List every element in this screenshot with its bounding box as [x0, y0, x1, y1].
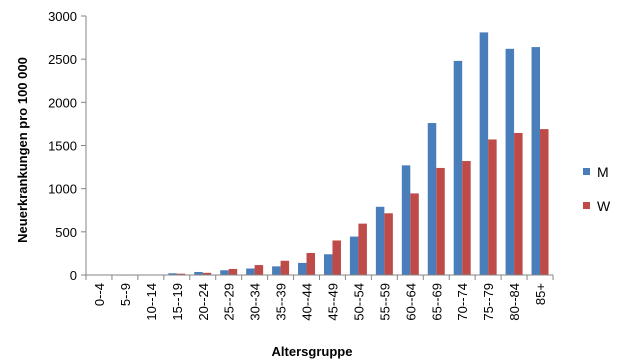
x-tick-label: 45--49 — [325, 283, 340, 321]
bar-w — [540, 129, 549, 275]
x-tick-label: 65--69 — [429, 283, 444, 321]
x-tick-label: 5--9 — [118, 283, 133, 306]
y-tick-label: 0 — [70, 268, 77, 283]
y-tick-label: 1500 — [48, 139, 77, 154]
bar-w — [514, 132, 523, 275]
y-tick-label: 3000 — [48, 9, 77, 24]
legend: MW — [583, 164, 611, 214]
bar-w — [462, 161, 471, 275]
legend-swatch-m — [583, 168, 590, 175]
bar-w — [228, 268, 238, 275]
x-axis-ticks: 0--4 5--9 10--14 15--19 20--24 25--29 30--34 35… — [85, 275, 554, 321]
x-tick-label: 70--74 — [455, 283, 470, 321]
x-tick-label: 40--44 — [300, 283, 315, 321]
bar-w — [332, 240, 341, 275]
y-tick-label: 2500 — [48, 52, 77, 67]
bar-m — [220, 270, 229, 275]
x-tick-label: 35--39 — [274, 283, 289, 321]
bar-w — [306, 252, 316, 275]
x-tick-label: 55--59 — [377, 283, 392, 321]
y-tick-label: 500 — [55, 225, 77, 240]
bar-m — [349, 236, 359, 275]
x-tick-label: 0--4 — [92, 283, 107, 306]
legend-label-w: W — [597, 198, 611, 214]
y-axis-ticks: 0 500 1000 1500 2000 2500 3000 — [48, 9, 86, 283]
legend-label-m: M — [597, 164, 609, 180]
bar-m — [168, 273, 177, 275]
x-tick-label: 75--79 — [481, 283, 496, 321]
bar-m — [401, 165, 411, 275]
bar-m — [323, 254, 333, 275]
bar-m — [272, 266, 281, 275]
bar-m — [479, 32, 489, 275]
bar-m — [194, 271, 203, 275]
bar-w — [436, 167, 445, 275]
x-tick-label: 30--34 — [248, 283, 263, 321]
x-tick-label: 80--84 — [507, 283, 522, 321]
bar-m — [427, 123, 437, 275]
x-axis-title: Altersgruppe — [272, 344, 353, 359]
bar-w — [358, 223, 367, 275]
y-axis-title-group: Neuerkrankungen pro 100 000 — [15, 57, 30, 243]
x-tick-label: 10--14 — [144, 283, 159, 321]
bar-w — [176, 273, 186, 275]
bars — [90, 32, 549, 276]
x-tick-label: 15--19 — [170, 283, 185, 321]
x-tick-label: 50--54 — [351, 283, 366, 321]
y-axis-title: Neuerkrankungen pro 100 000 — [15, 57, 30, 243]
x-tick-label: 20--24 — [196, 283, 211, 321]
bar-m — [505, 48, 515, 275]
legend-swatch-w — [583, 202, 590, 209]
bar-w — [280, 260, 290, 275]
bar-w — [254, 265, 264, 275]
bar-m — [375, 206, 385, 275]
y-tick-label: 2000 — [48, 95, 77, 110]
bar-w — [202, 272, 212, 275]
x-tick-label: 25--29 — [222, 283, 237, 321]
y-tick-label: 1000 — [48, 182, 77, 197]
bar-w — [410, 193, 419, 275]
bar-m — [453, 60, 463, 275]
x-tick-label: 85+ — [533, 283, 548, 305]
bar-w — [488, 139, 497, 275]
bar-w — [384, 213, 393, 275]
bar-m — [246, 268, 255, 275]
bar-m — [298, 262, 307, 275]
x-tick-label: 60--64 — [403, 283, 418, 321]
bar-m — [531, 47, 541, 275]
